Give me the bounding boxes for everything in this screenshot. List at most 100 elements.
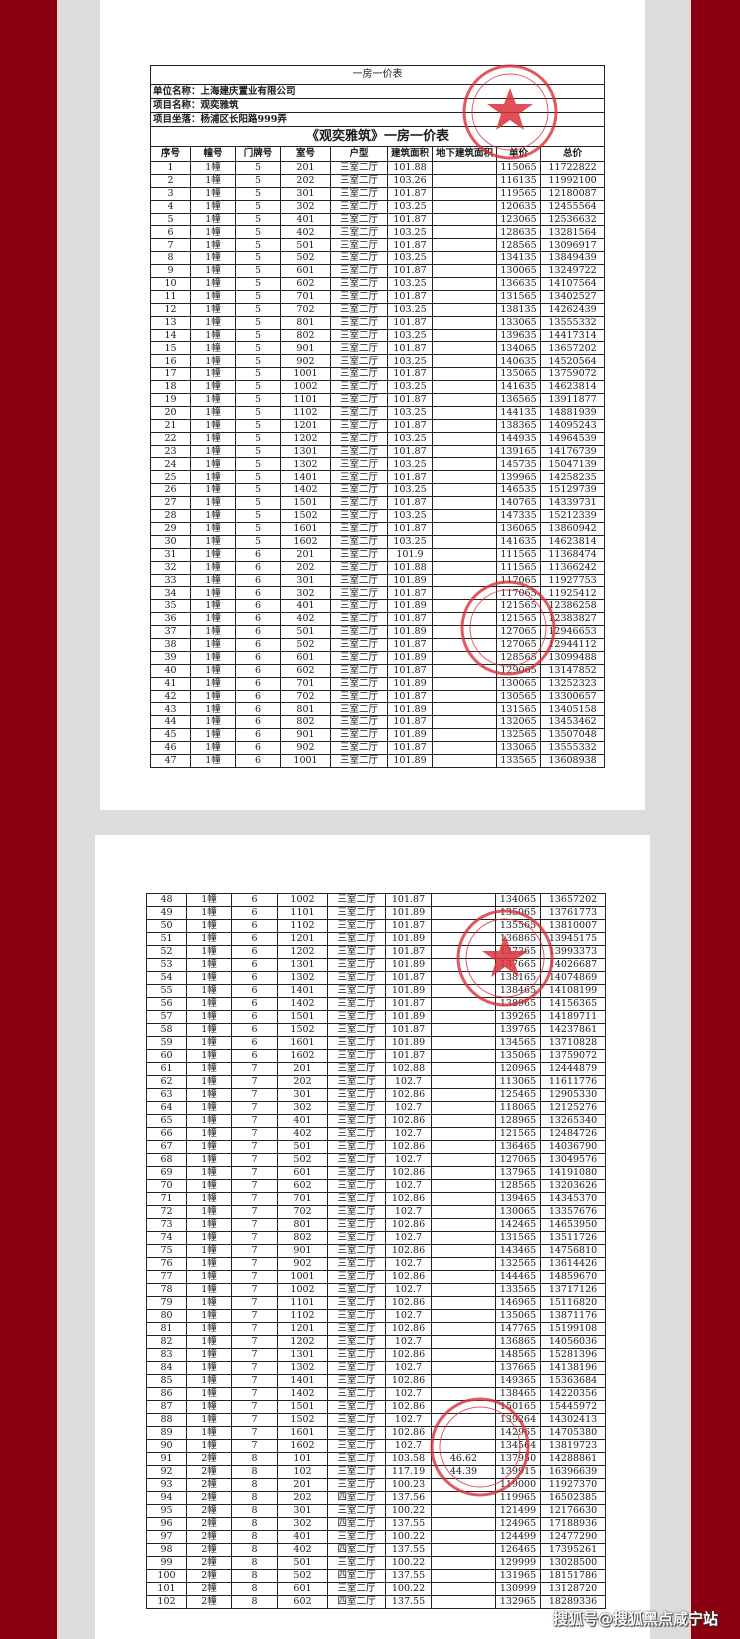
table-row: 33 1幢 6 301 三室二厅 101.89 117065 11927753 (150, 573, 606, 588)
table-row: 64 1幢 7 302 三室二厅 102.7 118065 12125276 (146, 1101, 606, 1115)
cell-layout: 三室二厅 (327, 1179, 386, 1193)
cell-total-price: 11925412 (539, 586, 606, 601)
header-door-no: 门牌号 (235, 146, 281, 162)
table-row: 47 1幢 6 1001 三室二厅 101.89 133565 13608938 (150, 753, 606, 768)
header-total-price: 总价 (539, 146, 606, 162)
cell-unit-price: 146535 (496, 483, 541, 498)
cell-unit-price: 146965 (495, 1296, 541, 1310)
cell-building: 1幢 (190, 393, 236, 407)
cell-unit-price: 134565 (495, 1036, 541, 1050)
cell-unit-price: 138165 (495, 971, 541, 985)
table-row: 90 1幢 7 1602 三室二厅 102.7 134564 13819723 (146, 1439, 606, 1453)
cell-layout: 四室二厅 (327, 1517, 386, 1531)
cell-building: 1幢 (190, 457, 236, 472)
cell-area: 101.87 (385, 893, 432, 907)
cell-room-no: 402 (277, 1127, 328, 1141)
cell-building: 1幢 (190, 560, 236, 575)
cell-layout: 三室二厅 (330, 676, 388, 691)
cell-seq: 55 (146, 984, 187, 998)
cell-seq: 25 (150, 470, 191, 485)
cell-building: 1幢 (186, 1361, 232, 1375)
cell-door-no: 8 (231, 1452, 278, 1466)
table-row: 87 1幢 7 1501 三室二厅 102.86 150165 15445972 (146, 1400, 606, 1414)
cell-underground-area: 46.62 (431, 1452, 496, 1466)
cell-unit-price: 124499 (495, 1530, 541, 1544)
cell-underground-area (432, 702, 497, 717)
cell-seq: 35 (150, 599, 191, 614)
cell-underground-area (432, 689, 497, 704)
table-row: 59 1幢 6 1601 三室二厅 101.89 134565 13710828 (146, 1036, 606, 1050)
cell-seq: 92 (146, 1465, 187, 1479)
cell-door-no: 7 (231, 1361, 278, 1375)
cell-layout: 三室二厅 (330, 328, 388, 343)
cell-total-price: 12125276 (540, 1101, 606, 1115)
cell-building: 1幢 (190, 405, 236, 420)
cell-total-price: 15047139 (539, 457, 606, 472)
cell-total-price: 14339731 (539, 496, 606, 511)
cell-door-no: 6 (235, 702, 281, 717)
cell-door-no: 6 (235, 728, 281, 743)
cell-layout: 三室二厅 (327, 984, 386, 998)
table-row: 19 1幢 5 1101 三室二厅 101.87 136565 13911877 (150, 393, 606, 407)
cell-total-price: 13402527 (539, 289, 606, 304)
cell-room-no: 701 (280, 289, 331, 304)
cell-area: 101.87 (387, 715, 433, 730)
cell-layout: 三室二厅 (327, 1166, 386, 1180)
cell-unit-price: 111565 (496, 547, 541, 562)
cell-underground-area (432, 625, 497, 639)
header-area: 建筑面积 (387, 146, 433, 162)
cell-room-no: 1101 (280, 393, 331, 407)
cell-door-no: 6 (235, 547, 281, 562)
cell-unit-price: 138465 (495, 1387, 541, 1401)
cell-area: 101.89 (387, 650, 433, 665)
cell-room-no: 1001 (280, 753, 331, 768)
cell-layout: 三室二厅 (327, 1387, 386, 1401)
cell-area: 103.58 (385, 1452, 432, 1466)
cell-unit-price: 123065 (496, 212, 541, 227)
cell-seq: 30 (150, 534, 191, 549)
cell-layout: 三室二厅 (327, 1322, 386, 1336)
cell-seq: 76 (146, 1257, 187, 1271)
cell-layout: 三室二厅 (327, 1153, 386, 1167)
cell-layout: 三室二厅 (330, 238, 388, 253)
cell-underground-area (431, 1582, 496, 1596)
cell-room-no: 802 (280, 328, 331, 343)
cell-layout: 三室二厅 (330, 289, 388, 304)
cell-area: 102.7 (385, 1283, 432, 1297)
cell-total-price: 13252323 (539, 676, 606, 691)
cell-room-no: 601 (280, 650, 331, 665)
cell-room-no: 601 (277, 1582, 328, 1596)
cell-area: 101.89 (387, 599, 433, 614)
cell-room-no: 501 (277, 1140, 328, 1154)
cell-total-price: 11927753 (539, 573, 606, 588)
cell-area: 101.89 (385, 984, 432, 998)
cell-seq: 2 (150, 173, 191, 188)
cell-building: 1幢 (190, 199, 236, 214)
cell-unit-price: 130065 (496, 264, 541, 279)
cell-area: 102.86 (385, 1270, 432, 1284)
cell-area: 103.25 (387, 225, 433, 240)
cell-area: 102.7 (385, 1205, 432, 1219)
cell-unit-price: 135065 (496, 367, 541, 382)
cell-area: 101.89 (387, 728, 433, 743)
cell-seq: 12 (150, 302, 191, 317)
cell-room-no: 901 (280, 341, 331, 356)
cell-unit-price: 117065 (496, 586, 541, 601)
cell-building: 1幢 (190, 251, 236, 266)
cell-underground-area (432, 161, 497, 175)
cell-underground-area (432, 315, 497, 330)
cell-seq: 86 (146, 1387, 187, 1401)
cell-total-price: 14859670 (540, 1270, 606, 1284)
cell-total-price: 14237861 (540, 1023, 606, 1037)
cell-unit-price: 136465 (495, 1140, 541, 1154)
cell-seq: 62 (146, 1075, 187, 1089)
cell-area: 103.25 (387, 251, 433, 266)
cell-seq: 58 (146, 1023, 187, 1037)
cell-area: 103.25 (387, 302, 433, 317)
cell-underground-area (432, 663, 497, 678)
cell-room-no: 1502 (280, 509, 331, 523)
cell-underground-area (431, 919, 496, 933)
cell-seq: 59 (146, 1036, 187, 1050)
cell-seq: 20 (150, 405, 191, 420)
cell-unit-price: 113065 (495, 1075, 541, 1089)
